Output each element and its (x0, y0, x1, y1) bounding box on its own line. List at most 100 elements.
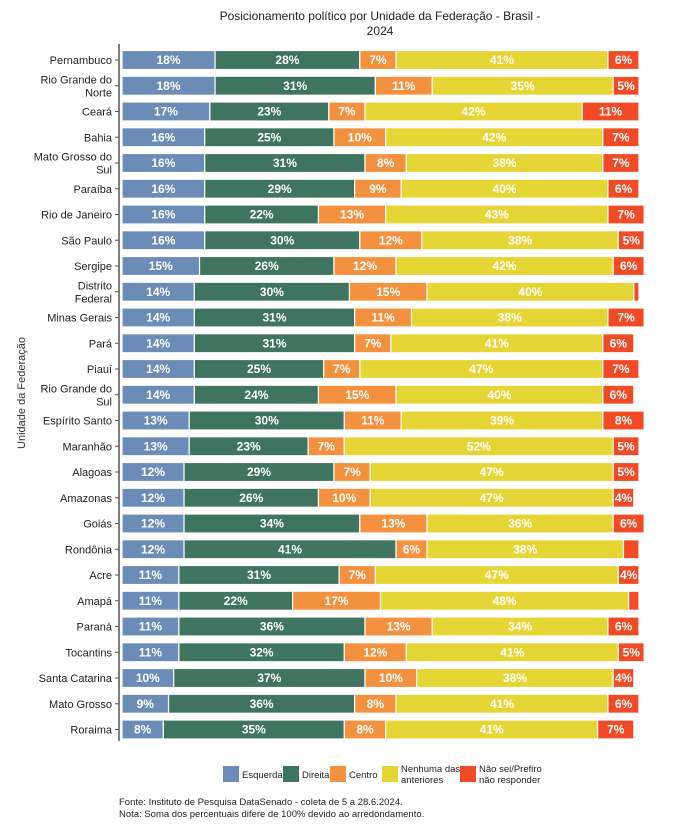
bar-segment (602, 410, 645, 431)
data-label: 13% (387, 620, 411, 634)
legend-label: Não sei/Prefiro não responder (479, 764, 542, 786)
data-label: 26% (255, 259, 279, 273)
data-label: 36% (508, 517, 532, 531)
data-label: 18% (157, 53, 181, 67)
data-label: 40% (487, 388, 511, 402)
data-label: 6% (615, 620, 633, 634)
data-label: 14% (146, 362, 170, 376)
data-label: 41% (278, 542, 302, 556)
bar-segment (612, 436, 640, 457)
data-label: 7% (612, 130, 630, 144)
y-tick-label-line: Paraná (77, 622, 113, 634)
data-label: 7% (364, 336, 382, 350)
data-label: 18% (157, 79, 181, 93)
data-label: 5% (623, 645, 641, 659)
data-label: 30% (255, 414, 279, 428)
data-label: 23% (257, 105, 281, 119)
data-label: 7% (607, 723, 625, 737)
data-label: 6% (620, 517, 638, 531)
data-label: 14% (146, 388, 170, 402)
data-label: 4% (620, 568, 638, 582)
legend-label-line: Nenhuma das (401, 764, 460, 775)
data-label: 11% (599, 105, 623, 119)
bar-segment (612, 487, 635, 508)
bar-segment (607, 693, 640, 714)
y-tick-label-line: Amapá (77, 596, 113, 608)
data-label: 38% (513, 542, 537, 556)
y-tick-label: Pará (89, 338, 113, 350)
legend-swatch (223, 766, 239, 782)
data-label: 13% (144, 414, 168, 428)
data-label: 6% (620, 259, 638, 273)
y-tick-label-line: Norte (85, 87, 112, 99)
data-label: 11% (392, 79, 416, 93)
legend-label-line: não responder (479, 775, 540, 786)
y-tick-label-line: Piauí (87, 364, 112, 376)
legend-swatch (283, 766, 299, 782)
y-tick-label: Ceará (82, 107, 113, 119)
y-tick-label: Rio Grande do Sul (40, 383, 112, 408)
data-label: 7% (349, 568, 367, 582)
y-tick-label: Piauí (87, 364, 112, 376)
data-label: 36% (250, 697, 274, 711)
data-label: 12% (353, 259, 377, 273)
source-note: Fonte: Instituto de Pesquisa DataSenado … (119, 797, 403, 808)
data-label: 34% (508, 620, 532, 634)
data-label: 12% (363, 645, 387, 659)
bar-segment (612, 75, 640, 96)
bar-segment (607, 616, 640, 637)
legend: Esquerda Direita Centro Nenhuma das anterior… (223, 764, 542, 786)
y-tick-label-line: Paraíba (73, 184, 112, 196)
y-tick-label: Paraíba (73, 184, 112, 196)
bar-segment (612, 667, 635, 689)
data-label: 13% (144, 439, 168, 453)
legend-label: Centro (349, 770, 378, 781)
y-tick-label-line: Rio Grande do (40, 74, 112, 86)
y-tick-label-line: Bahia (84, 132, 113, 144)
data-label: 42% (482, 130, 506, 144)
data-label: 8% (367, 697, 385, 711)
y-axis-label: Unidade da Federação (16, 337, 28, 449)
data-label: 26% (239, 491, 263, 505)
data-label: 7% (343, 465, 361, 479)
y-tick-label-line: Sul (96, 396, 112, 408)
bar-segment (602, 384, 635, 405)
data-label: 25% (247, 362, 271, 376)
data-label: 12% (141, 542, 165, 556)
data-label: 42% (493, 259, 517, 273)
data-label: 48% (493, 594, 517, 608)
data-label: 4% (615, 491, 633, 505)
bar-segment (607, 307, 645, 328)
data-label: 15% (149, 259, 173, 273)
y-tick-label: Roraima (70, 725, 112, 737)
data-label: 6% (610, 336, 628, 350)
chart-title-line: 2024 (367, 24, 394, 38)
y-tick-label-line: Espírito Santo (43, 416, 112, 428)
data-label: 11% (139, 620, 163, 634)
y-tick-label: Rio de Janeiro (41, 210, 112, 222)
y-tick-label-line: Amazonas (60, 493, 112, 505)
data-label: 5% (617, 465, 635, 479)
bar-segment (602, 152, 640, 174)
data-label: 41% (490, 53, 514, 67)
bar-segment (617, 230, 645, 251)
data-label: 41% (490, 697, 514, 711)
y-tick-label: Rondônia (65, 544, 113, 556)
data-label: 9% (137, 697, 155, 711)
bar-segment (607, 49, 640, 71)
y-tick-label-line: Sul (96, 165, 112, 177)
bar-segment (602, 358, 640, 380)
y-tick-label-line: Rondônia (65, 544, 113, 556)
y-tick-label-line: Rio Grande do (40, 383, 112, 395)
y-tick-label-line: Pará (89, 338, 113, 350)
data-label: 11% (139, 645, 163, 659)
data-label: 47% (480, 465, 504, 479)
data-label: 10% (332, 491, 356, 505)
y-tick-label: Distrito Federal (75, 280, 112, 305)
data-label: 29% (247, 465, 271, 479)
y-tick-label: Rio Grande do Norte (40, 74, 112, 99)
data-label: 17% (325, 594, 349, 608)
legend-label-line: Esquerda (242, 770, 283, 781)
bar-segment (581, 101, 640, 122)
data-label: 38% (508, 233, 532, 247)
